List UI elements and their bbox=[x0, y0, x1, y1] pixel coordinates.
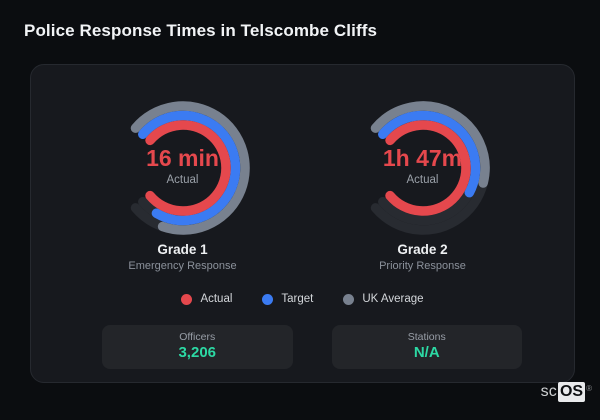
legend-label: Actual bbox=[200, 293, 233, 305]
ring-uk-average bbox=[370, 101, 490, 188]
scos-watermark: sc OS ® bbox=[541, 382, 592, 402]
gauge-grade-1: 16 min Actual Grade 1 Emergency Response bbox=[109, 98, 257, 272]
ring-uk-average bbox=[130, 101, 250, 235]
legend-item-target[interactable]: Target bbox=[262, 293, 313, 305]
legend-item-uk-average[interactable]: UK Average bbox=[343, 293, 424, 305]
gauges-row: 16 min Actual Grade 1 Emergency Response… bbox=[31, 98, 574, 272]
legend-item-actual[interactable]: Actual bbox=[181, 293, 232, 305]
ring-actual bbox=[144, 120, 231, 216]
gauge-actual-value: 1h 47m bbox=[382, 144, 463, 171]
page-title: Police Response Times in Telscombe Cliff… bbox=[24, 21, 378, 40]
legend-label: UK Average bbox=[362, 293, 424, 305]
watermark-prefix: sc bbox=[540, 383, 557, 400]
stat-box-stations: Stations N/A bbox=[331, 325, 522, 369]
gauge-grade-label: Grade 1 bbox=[157, 242, 208, 257]
stat-value: 3,206 bbox=[178, 344, 217, 361]
gauge-center-text: 1h 47m Actual bbox=[353, 95, 493, 235]
watermark-logo-box: OS bbox=[557, 382, 586, 402]
stat-value: N/A bbox=[413, 344, 440, 361]
gauge-rings-svg bbox=[370, 101, 490, 235]
ring-target bbox=[377, 110, 480, 198]
gauge-actual-caption: Actual bbox=[166, 173, 199, 186]
stats-row: Officers 3,206 Stations N/A bbox=[102, 325, 522, 369]
legend: Actual Target UK Average bbox=[31, 293, 574, 305]
gauge-actual-value: 16 min bbox=[146, 144, 219, 171]
gauge-rings-svg bbox=[130, 101, 250, 235]
stat-label: Officers bbox=[179, 331, 216, 343]
stat-label: Stations bbox=[407, 331, 446, 343]
gauge-grade-sublabel: Priority Response bbox=[379, 260, 466, 272]
gauge-grade-sublabel: Emergency Response bbox=[128, 260, 237, 272]
ring-target bbox=[137, 110, 240, 226]
gauge-rings-grade-1: 16 min Actual bbox=[113, 98, 253, 238]
gauge-grade-2: 1h 47m Actual Grade 2 Priority Response bbox=[349, 98, 497, 272]
legend-dot-actual-icon bbox=[181, 293, 193, 305]
gauge-center-text: 16 min Actual bbox=[113, 95, 253, 235]
registered-mark-icon: ® bbox=[586, 384, 592, 393]
gauge-grade-label: Grade 2 bbox=[397, 242, 448, 257]
legend-dot-uk-average-icon bbox=[343, 293, 355, 305]
legend-label: Target bbox=[281, 293, 314, 305]
gauge-actual-caption: Actual bbox=[406, 173, 439, 186]
stat-box-officers: Officers 3,206 bbox=[102, 325, 293, 369]
gauge-rings-grade-2: 1h 47m Actual bbox=[353, 98, 493, 238]
ring-actual bbox=[384, 120, 471, 216]
legend-dot-target-icon bbox=[262, 293, 274, 305]
response-times-card: 16 min Actual Grade 1 Emergency Response… bbox=[30, 64, 575, 383]
